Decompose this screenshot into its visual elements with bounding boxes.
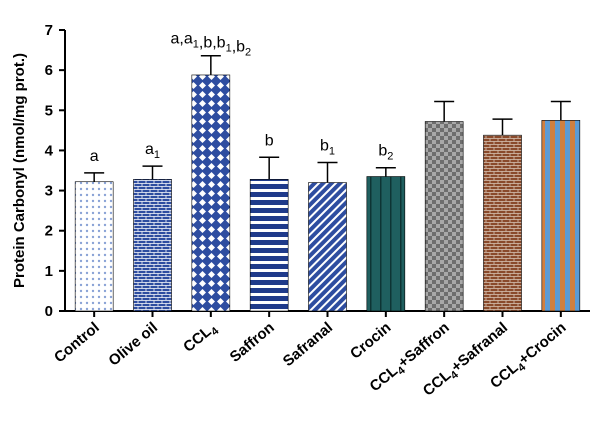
bar xyxy=(250,179,288,311)
significance-text: ,b,b xyxy=(199,35,226,52)
significance-subscript: 2 xyxy=(387,151,393,163)
significance-text: a,a xyxy=(171,31,193,48)
significance-subscript: 2 xyxy=(245,47,251,59)
x-tick-label-text: Saffron xyxy=(227,319,278,366)
significance-label: a xyxy=(90,148,99,165)
x-tick-label-tail: +Saffron xyxy=(395,319,453,371)
y-tick-label: 0 xyxy=(45,303,53,320)
x-tick-label-text: Crocin xyxy=(347,319,394,363)
bar xyxy=(425,122,463,311)
x-tick-label: Safranal xyxy=(280,319,336,370)
x-tick-label-text: Olive oil xyxy=(105,319,161,370)
x-tick-label-tail: +Crocin xyxy=(515,319,569,368)
y-axis-label: Protein Carbonyl (nmol/mg prot.) xyxy=(11,53,28,288)
bar xyxy=(542,120,580,311)
significance-label: b2 xyxy=(378,143,393,163)
x-tick-label-text: Safranal xyxy=(280,319,336,370)
y-tick-label: 4 xyxy=(45,142,54,159)
bar xyxy=(367,177,405,311)
significance-label: b xyxy=(265,132,274,149)
significance-subscript: 1 xyxy=(329,145,335,157)
y-tick-label: 1 xyxy=(45,263,53,280)
significance-label: a1 xyxy=(145,141,160,161)
y-tick-label: 6 xyxy=(45,62,53,79)
y-tick-label: 7 xyxy=(45,22,53,39)
significance-label: a,a1,b,b1,b2 xyxy=(171,31,252,59)
x-tick-label: Saffron xyxy=(227,319,278,366)
significance-text: a xyxy=(90,148,99,165)
y-tick-label: 2 xyxy=(45,223,53,240)
x-tick-label: Control xyxy=(51,319,103,366)
y-tick-label: 5 xyxy=(45,102,53,119)
x-tick-label: Crocin xyxy=(347,319,394,363)
significance-label: b1 xyxy=(320,137,335,157)
bar xyxy=(134,179,172,311)
bar xyxy=(75,182,113,311)
significance-text: b xyxy=(265,132,274,149)
bar xyxy=(484,135,522,311)
significance-text: b xyxy=(378,143,387,160)
x-tick-label: Olive oil xyxy=(105,319,161,370)
significance-text: ,b xyxy=(232,39,245,56)
bar xyxy=(309,183,347,311)
x-tick-label-text: Control xyxy=(51,319,103,366)
y-tick-label: 3 xyxy=(45,183,53,200)
bar xyxy=(192,75,230,311)
significance-text: b xyxy=(320,137,329,154)
significance-text: a xyxy=(145,141,154,158)
x-tick-label: CCL4 xyxy=(180,318,222,358)
significance-subscript: 1 xyxy=(154,149,160,161)
